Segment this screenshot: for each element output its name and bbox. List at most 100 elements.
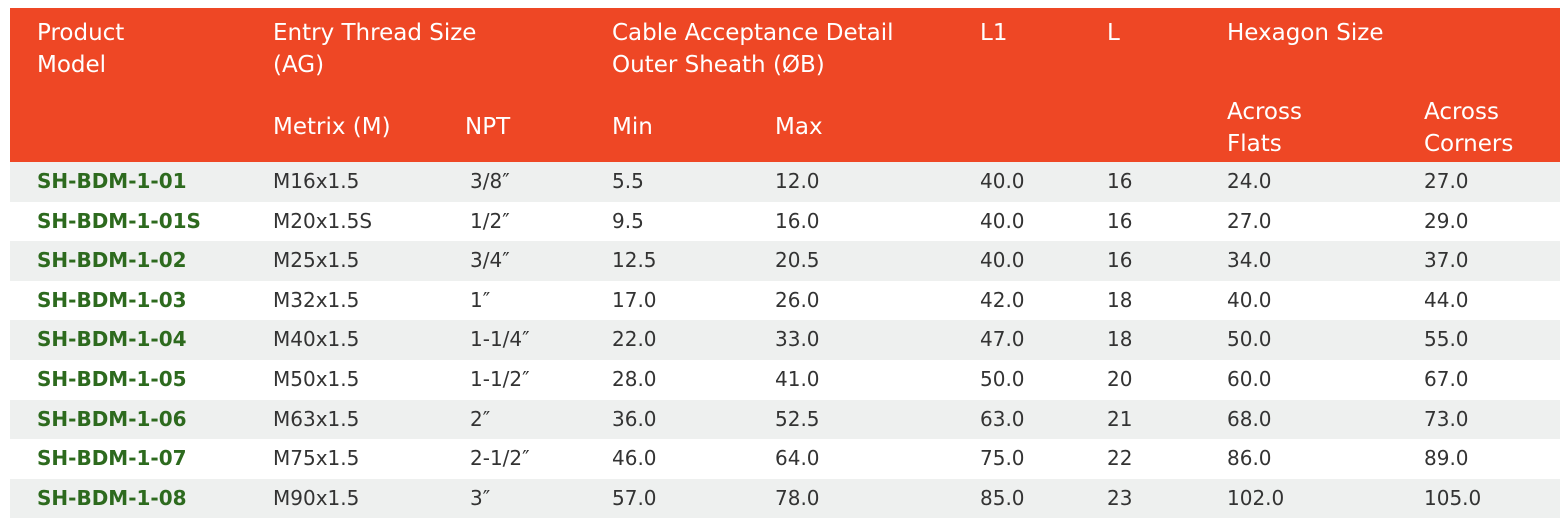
cell: 18 (1107, 287, 1133, 312)
cell: 5.5 (612, 169, 644, 193)
cell: M75x1.5 (273, 446, 360, 471)
cell: 24.0 (1227, 169, 1272, 193)
cell: M40x1.5 (273, 327, 360, 352)
cell: M90x1.5 (273, 485, 360, 510)
cell: 16 (1107, 248, 1133, 273)
cell: 50.0 (1227, 327, 1272, 352)
cell: 16.0 (775, 208, 820, 233)
product-model: SH-BDM-1-01 (37, 169, 187, 193)
cell: M20x1.5S (273, 208, 373, 233)
cell: 20 (1107, 367, 1133, 391)
cell: 3/4″ (470, 248, 510, 273)
cell: 67.0 (1424, 367, 1469, 391)
cell: 3/8″ (470, 169, 510, 193)
cell: 78.0 (775, 485, 820, 510)
subheader-label: Corners (1424, 131, 1514, 157)
cell: 29.0 (1424, 208, 1469, 233)
cell: 27.0 (1424, 169, 1469, 193)
subheader-label: Max (775, 114, 823, 140)
cell: 41.0 (775, 367, 820, 391)
table-row (10, 399, 1560, 440)
cell: 68.0 (1227, 406, 1272, 431)
subheader-label: Flats (1227, 131, 1282, 157)
table-row (10, 360, 1560, 400)
cell: 40.0 (1227, 287, 1272, 312)
cell: M32x1.5 (273, 287, 360, 312)
cell: 21 (1107, 406, 1133, 431)
product-model: SH-BDM-1-05 (37, 367, 187, 391)
table-row (10, 241, 1560, 281)
header-label: Cable Acceptance Detail (612, 20, 894, 46)
cell: 1-1/2″ (470, 367, 530, 391)
product-model: SH-BDM-1-02 (37, 248, 187, 273)
table-row (10, 439, 1560, 479)
cell: 86.0 (1227, 446, 1272, 471)
cell: 18 (1107, 327, 1133, 352)
cell: 64.0 (775, 446, 820, 471)
cell: 17.0 (612, 287, 657, 312)
header-label: L (1107, 20, 1120, 46)
cell: 42.0 (980, 287, 1025, 312)
cell: 36.0 (612, 406, 657, 431)
cell: 9.5 (612, 208, 644, 233)
cell: 12.0 (775, 169, 820, 193)
cell: 23 (1107, 485, 1133, 510)
table-row (10, 478, 1560, 519)
cell: M50x1.5 (273, 367, 360, 391)
header-label: Product (37, 20, 125, 46)
cell: 44.0 (1424, 287, 1469, 312)
cell: 1″ (470, 287, 491, 312)
subheader-label: Metrix (M) (273, 114, 391, 140)
cell: 40.0 (980, 169, 1025, 193)
cell: 16 (1107, 208, 1133, 233)
cell: 52.5 (775, 406, 820, 431)
subheader-label: Across (1424, 99, 1499, 125)
product-model: SH-BDM-1-07 (37, 446, 187, 471)
cell: 3″ (470, 485, 491, 510)
cell: 16 (1107, 169, 1133, 193)
subheader-label: NPT (465, 114, 511, 140)
cell: 55.0 (1424, 327, 1469, 352)
cell: 37.0 (1424, 248, 1469, 273)
header-label: Model (37, 52, 107, 78)
subheader-label: Across (1227, 99, 1302, 125)
cell: 20.5 (775, 248, 820, 273)
cell: 2-1/2″ (470, 446, 530, 471)
cell: 73.0 (1424, 406, 1469, 431)
cell: 1-1/4″ (470, 327, 530, 352)
product-model: SH-BDM-1-08 (37, 485, 187, 510)
table-row (10, 162, 1560, 202)
cell: 2″ (470, 406, 491, 431)
cell: M25x1.5 (273, 248, 360, 273)
cell: 22 (1107, 446, 1133, 471)
cell: 89.0 (1424, 446, 1469, 471)
header-label: Outer Sheath (ØB) (612, 52, 825, 78)
header-label: Entry Thread Size (273, 20, 477, 46)
cell: 105.0 (1424, 485, 1482, 510)
table-row (10, 201, 1560, 242)
cell: 60.0 (1227, 367, 1272, 391)
cell: 40.0 (980, 248, 1025, 273)
cell: M16x1.5 (273, 169, 360, 193)
table-row (10, 320, 1560, 360)
table-row (10, 280, 1560, 321)
cell: 40.0 (980, 208, 1025, 233)
product-model: SH-BDM-1-06 (37, 406, 187, 431)
cell: M63x1.5 (273, 406, 360, 431)
cell: 102.0 (1227, 485, 1285, 510)
cell: 46.0 (612, 446, 657, 471)
cell: 34.0 (1227, 248, 1272, 273)
cell: 27.0 (1227, 208, 1272, 233)
cell: 47.0 (980, 327, 1025, 352)
cell: 85.0 (980, 485, 1025, 510)
header-label: Hexagon Size (1227, 20, 1384, 46)
header-label: (AG) (273, 52, 325, 78)
product-model: SH-BDM-1-01S (37, 208, 201, 233)
cell: 26.0 (775, 287, 820, 312)
table-header (10, 8, 1560, 162)
cell: 28.0 (612, 367, 657, 391)
header-label: L1 (980, 20, 1008, 46)
subheader-label: Min (612, 114, 653, 140)
cell: 50.0 (980, 367, 1025, 391)
